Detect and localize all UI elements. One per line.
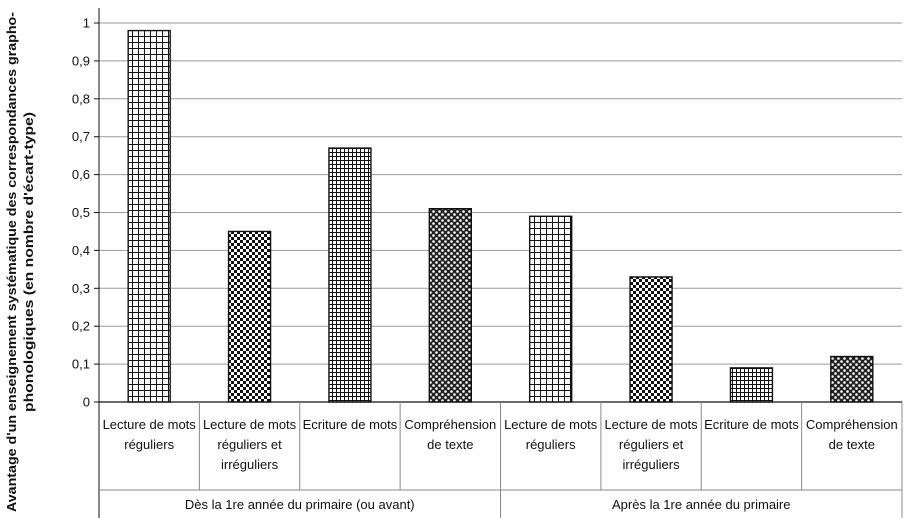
y-tick-label: 0,4 — [72, 243, 90, 258]
bar — [428, 208, 473, 403]
y-axis-title: Avantage d'un enseignement systématique … — [4, 12, 36, 512]
bar — [629, 276, 673, 403]
category-label: de texte — [829, 437, 875, 452]
category-label: de texte — [427, 437, 473, 452]
category-label: Lecture de mots — [103, 417, 197, 432]
group-label: Dès la 1re année du primaire (ou avant) — [185, 497, 415, 512]
category-label: Compréhension — [806, 417, 898, 432]
category-label: réguliers et — [217, 437, 282, 452]
group-labels: Dès la 1re année du primaire (ou avant) A… — [185, 497, 791, 512]
y-tick-label: 0,5 — [72, 205, 90, 220]
bar — [227, 230, 272, 403]
y-tick-label: 0,8 — [72, 91, 90, 106]
y-axis-ticks: 0 0,1 0,2 0,3 0,4 0,5 0,6 0,7 0,8 0,9 1 — [72, 16, 99, 410]
bar — [830, 355, 874, 403]
category-label: Compréhension — [404, 417, 496, 432]
bars — [127, 29, 874, 403]
category-label: irréguliers — [623, 457, 681, 472]
y-tick-label: 0 — [83, 395, 90, 410]
y-tick-label: 0,7 — [72, 129, 90, 144]
category-label: Lecture de mots — [504, 417, 598, 432]
category-label: Ecriture de mots — [704, 417, 799, 432]
y-axis-title-line: Avantage d'un enseignement systématique … — [4, 12, 19, 512]
y-tick-label: 0,1 — [72, 357, 90, 372]
category-label: irréguliers — [221, 457, 279, 472]
y-tick-label: 0,6 — [72, 167, 90, 182]
axes-frame — [98, 8, 903, 518]
group-label: Après la 1re année du primaire — [612, 497, 791, 512]
category-label: Lecture de mots — [604, 417, 698, 432]
category-label: Ecriture de mots — [303, 417, 398, 432]
y-tick-label: 0,9 — [72, 53, 90, 68]
category-label: réguliers — [526, 437, 576, 452]
y-axis-title-line: phonologiques (en nombre d'écart-type) — [21, 112, 36, 412]
category-label: réguliers et — [619, 437, 684, 452]
y-tick-label: 1 — [83, 16, 90, 31]
bar — [528, 215, 573, 403]
bar — [729, 367, 774, 403]
gridlines — [99, 22, 902, 365]
category-label: Lecture de mots — [203, 417, 297, 432]
y-tick-label: 0,2 — [72, 319, 90, 334]
bar — [328, 147, 372, 403]
category-label: réguliers — [124, 437, 174, 452]
y-tick-label: 0,3 — [72, 281, 90, 296]
bar — [127, 29, 171, 403]
category-labels: Lecture de mots réguliers Lecture de mots r… — [103, 417, 898, 472]
